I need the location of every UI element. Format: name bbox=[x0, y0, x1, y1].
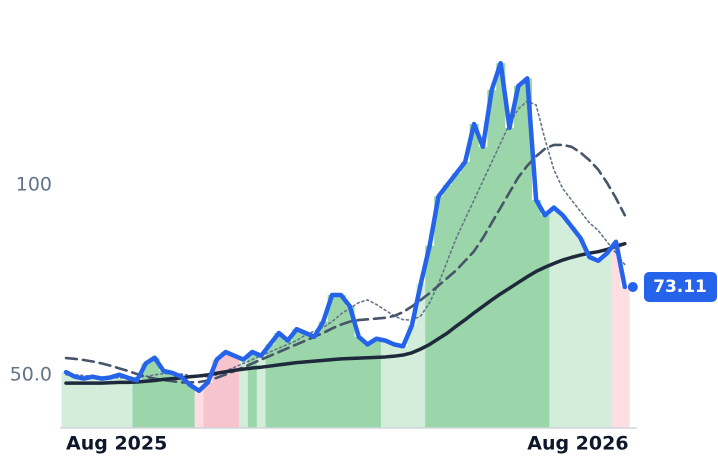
shade-bar bbox=[123, 377, 133, 428]
shade-bar bbox=[522, 78, 532, 429]
short-average-line bbox=[65, 100, 626, 379]
shade-bar bbox=[469, 124, 479, 428]
shade-bar bbox=[354, 336, 364, 428]
shade-bar bbox=[88, 376, 98, 428]
shade-bar bbox=[602, 253, 612, 428]
shade-bar bbox=[274, 333, 284, 428]
x-tick-label: Aug 2025 bbox=[66, 433, 167, 455]
shade-bar bbox=[442, 184, 453, 428]
shade-bar bbox=[380, 340, 391, 428]
x-tick-label: Aug 2026 bbox=[527, 433, 628, 455]
shade-bar bbox=[247, 352, 258, 428]
shade-bar bbox=[221, 352, 231, 428]
shade-bar bbox=[451, 173, 462, 428]
shade-bar bbox=[97, 378, 107, 428]
shade-bar bbox=[576, 238, 586, 428]
shade-bar bbox=[185, 385, 195, 428]
shade-bar bbox=[309, 336, 320, 428]
shade-bar bbox=[407, 325, 417, 428]
last-value-label: 73.11 bbox=[653, 277, 707, 297]
shade-bar bbox=[176, 376, 187, 428]
y-tick-label: 50.0 bbox=[10, 363, 52, 385]
shade-bar bbox=[513, 86, 524, 428]
shade-bar bbox=[398, 346, 408, 428]
shade-bar bbox=[505, 127, 515, 429]
shade-bar bbox=[301, 333, 311, 428]
shade-bar bbox=[114, 374, 124, 428]
shade-bar bbox=[487, 89, 497, 429]
shade-bar bbox=[70, 376, 80, 428]
shade-bar bbox=[336, 295, 346, 428]
shade-bar bbox=[230, 355, 240, 428]
shade-bar bbox=[159, 371, 169, 428]
shade-bar bbox=[203, 382, 213, 428]
shade-bar bbox=[265, 344, 275, 428]
shade-bar bbox=[416, 283, 426, 428]
shade-bar bbox=[558, 215, 568, 428]
shade-bar bbox=[389, 344, 399, 428]
shade-bar bbox=[212, 359, 222, 428]
shade-bar bbox=[363, 344, 373, 428]
shade-bar bbox=[434, 196, 444, 428]
last-value-box bbox=[644, 271, 717, 302]
shade-bar bbox=[620, 286, 630, 428]
shade-bar bbox=[238, 359, 249, 428]
shade-bar bbox=[531, 200, 541, 428]
shade-bar bbox=[194, 390, 204, 428]
shade-bar bbox=[372, 338, 382, 428]
shade-bar bbox=[496, 63, 506, 428]
shade-bar bbox=[105, 377, 116, 428]
shade-bar bbox=[345, 306, 355, 428]
last-point bbox=[627, 281, 638, 292]
shade-bar bbox=[132, 380, 142, 428]
shade-bar bbox=[141, 363, 151, 428]
shade-bar bbox=[425, 245, 435, 428]
shade-bar bbox=[283, 340, 293, 428]
shade-bar bbox=[584, 257, 595, 428]
shade-bar bbox=[292, 329, 302, 428]
shade-bar bbox=[168, 372, 178, 428]
shade-bar bbox=[61, 372, 71, 428]
shade-bar bbox=[256, 355, 266, 428]
shade-bar bbox=[79, 378, 89, 428]
y-tick-label: 100 bbox=[16, 173, 52, 195]
shade-bar bbox=[611, 241, 621, 428]
shade-bar bbox=[567, 226, 577, 428]
shade-bar bbox=[549, 207, 559, 428]
shade-bar bbox=[327, 295, 337, 428]
shade-bar bbox=[318, 321, 328, 428]
shade-bar bbox=[540, 215, 550, 428]
shade-bar bbox=[593, 260, 603, 428]
price-line bbox=[63, 60, 628, 394]
shade-bar bbox=[478, 146, 488, 429]
shade-bar bbox=[460, 162, 470, 428]
shade-bar bbox=[150, 357, 160, 428]
long-average-line bbox=[64, 241, 627, 385]
